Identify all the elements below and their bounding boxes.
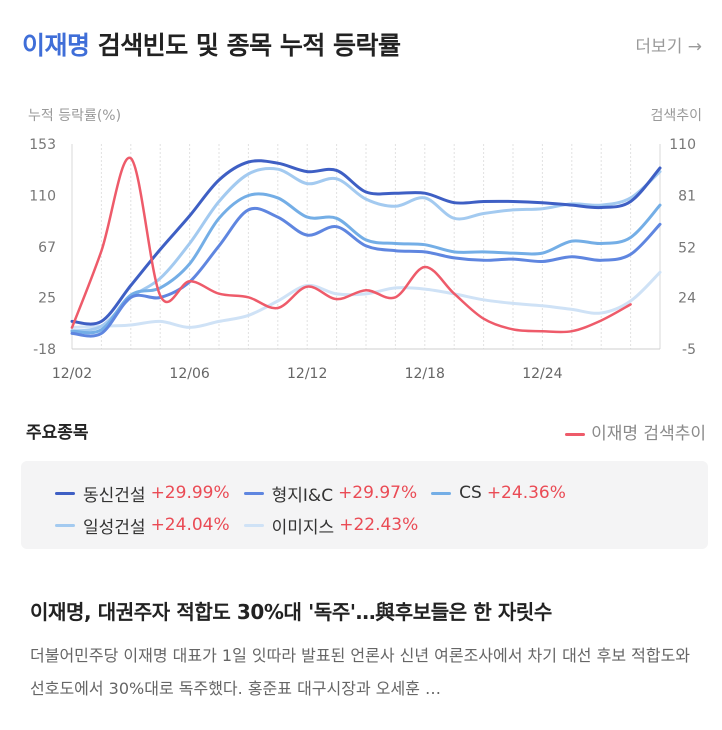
title-text: 검색빈도 및 종목 누적 등락률	[89, 31, 401, 60]
series-line-0	[70, 159, 662, 326]
legend-item-hyungji[interactable]: 형지I&C +29.97%	[243, 481, 418, 506]
legend-stock-change: +29.97%	[338, 483, 418, 503]
legend-item-dongshin[interactable]: 동신건설 +29.99%	[55, 481, 230, 506]
y-left-tick-label: 153	[29, 137, 56, 153]
legend-swatch	[55, 523, 75, 527]
legend-stock-change: +24.04%	[150, 515, 230, 535]
title-keyword[interactable]: 이재명	[22, 31, 90, 60]
legend-stock-name: 일성건설	[83, 517, 146, 538]
x-tick-label: 12/06	[169, 366, 209, 382]
y-left-tick-label: 110	[29, 189, 56, 205]
x-tick-label: 12/12	[287, 366, 327, 382]
legend-item-ilsung[interactable]: 일성건설 +24.04%	[55, 513, 230, 538]
more-link[interactable]: 더보기 →	[635, 37, 702, 57]
section-title: 주요종목	[26, 423, 89, 443]
y-right-tick-label: 110	[669, 137, 696, 153]
legend-stock-change: +29.99%	[150, 483, 230, 503]
y-left-tick-label: 25	[38, 290, 56, 306]
legend-item-images[interactable]: 이미지스 +22.43%	[243, 513, 419, 538]
page-title: 이재명 검색빈도 및 종목 누적 등락률	[22, 26, 712, 62]
legend-stock-name: 동신건설	[83, 485, 146, 506]
search-trend-swatch	[565, 432, 586, 436]
y-right-tick-label: 24	[678, 290, 696, 306]
legend-row-2: 일성건설 +24.04% 이미지스 +22.43%	[55, 509, 708, 541]
legend-stock-name: CS	[459, 483, 482, 503]
y-left-tick-label: 67	[38, 240, 56, 256]
y-left-tick-label: -18	[33, 342, 56, 358]
legend-stock-name: 이미지스	[271, 517, 335, 538]
series-line-4	[70, 270, 662, 329]
y-right-tick-label: 81	[678, 189, 696, 205]
series-line-2	[70, 192, 662, 335]
news-headline[interactable]: 이재명, 대권주자 적합도 30%대 '독주'…與후보들은 한 자릿수	[30, 600, 552, 624]
section-header: 주요종목 이재명 검색추이	[26, 418, 706, 446]
legend-swatch	[243, 491, 264, 495]
legend-swatch	[55, 491, 75, 495]
x-tick-label: 12/02	[52, 366, 92, 382]
x-tick-label: 12/18	[405, 366, 445, 382]
page-header: 이재명 검색빈도 및 종목 누적 등락률 더보기 →	[22, 26, 712, 66]
legend-swatch	[431, 491, 452, 495]
stock-legend: 동신건설 +29.99% 형지I&C +29.97% CS +24.36% 일성건설 +…	[21, 461, 708, 549]
legend-stock-change: +24.36%	[486, 483, 566, 503]
search-trend-legend-label: 이재명 검색추이	[591, 424, 706, 444]
series-line-1	[70, 206, 662, 338]
y-right-tick-label: 52	[678, 240, 696, 256]
left-axis-label: 누적 등락률(%)	[28, 108, 121, 124]
legend-stock-change: +22.43%	[339, 515, 419, 535]
cumulative-return-chart: 누적 등락률(%) 검색추이 153 110 67 25 -18 110 81 52 24 -5 12/…	[28, 108, 702, 382]
legend-swatch	[243, 523, 264, 527]
news-summary: 더불어민주당 이재명 대표가 1일 잇따라 발표된 언론사 신년 여론조사에서 …	[30, 646, 691, 698]
right-axis-label: 검색추이	[650, 108, 702, 124]
y-right-tick-label: -5	[682, 342, 696, 358]
legend-row-1: 동신건설 +29.99% 형지I&C +29.97% CS +24.36%	[55, 477, 708, 509]
legend-stock-name: 형지I&C	[271, 485, 334, 506]
news-article[interactable]: 이재명, 대권주자 적합도 30%대 '독주'…與후보들은 한 자릿수 더불어민…	[30, 596, 700, 705]
legend-item-cs[interactable]: CS +24.36%	[431, 483, 566, 503]
search-trend-line	[70, 156, 632, 334]
search-trend-legend: 이재명 검색추이	[565, 419, 706, 444]
x-tick-label: 12/24	[522, 366, 562, 382]
